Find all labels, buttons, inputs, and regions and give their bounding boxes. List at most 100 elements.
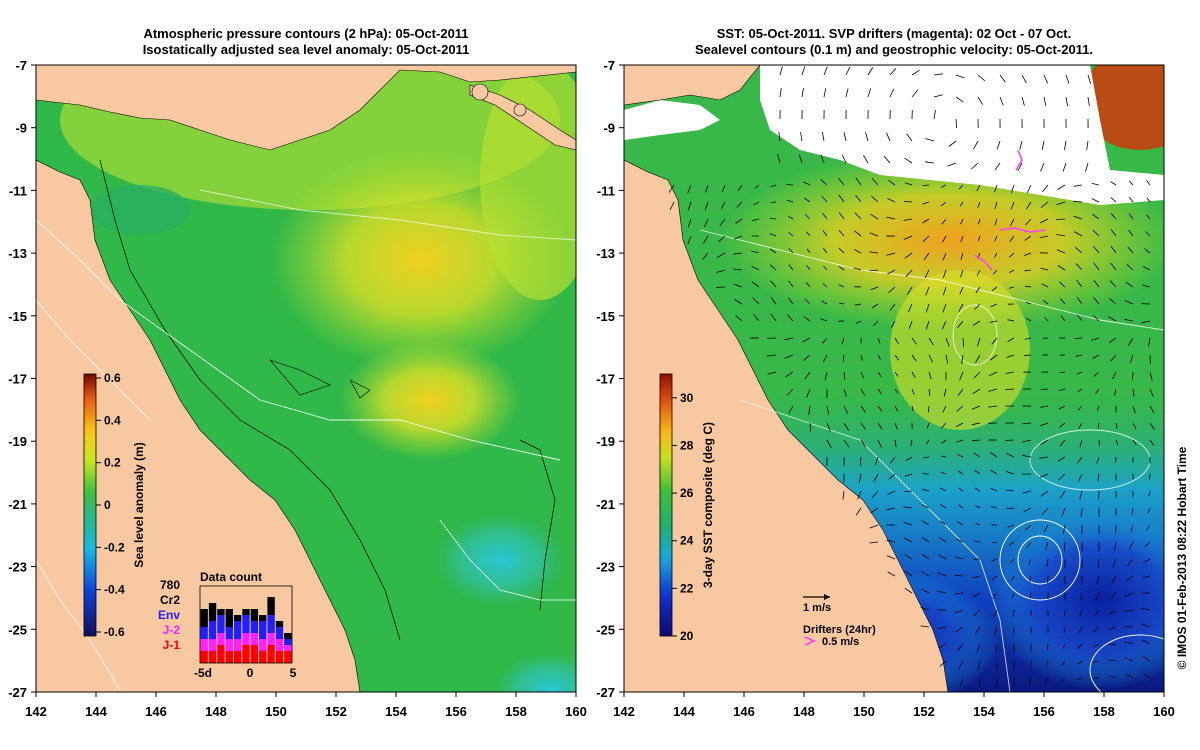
velocity-arrow	[1079, 490, 1083, 500]
right-axis-ticks: 142 144 146 148 150 152 154 156 158 160 -7 -9 -11 -13…	[596, 58, 1175, 719]
data-count-xtick-left: -5d	[194, 666, 212, 680]
histogram-bar-env	[208, 621, 217, 639]
velocity-arrow	[973, 609, 981, 617]
x-tick-label: 152	[325, 704, 347, 719]
velocity-arrow	[1085, 162, 1089, 172]
velocity-arrow	[841, 154, 847, 164]
velocity-arrow	[972, 388, 981, 395]
velocity-arrow	[1092, 660, 1100, 663]
velocity-arrow	[826, 405, 830, 415]
colorbar-tick-label: 0	[104, 498, 111, 512]
velocity-arrow	[904, 553, 913, 560]
velocity-arrow	[1086, 140, 1089, 150]
velocity-arrow	[993, 609, 998, 618]
velocity-arrow	[887, 490, 896, 496]
velocity-arrow	[821, 300, 828, 305]
velocity-arrow	[720, 201, 726, 210]
velocity-arrow	[1023, 507, 1032, 513]
velocity-arrow	[911, 69, 920, 76]
velocity-arrow	[894, 405, 899, 412]
velocity-arrow	[1129, 354, 1134, 364]
right-sealevel-contour	[1089, 634, 1164, 692]
velocity-arrow	[922, 201, 930, 205]
velocity-arrow	[903, 506, 913, 509]
x-tick-label: 148	[793, 704, 815, 719]
velocity-arrow	[973, 371, 981, 379]
velocity-arrow	[1141, 575, 1151, 579]
velocity-arrow	[886, 132, 891, 142]
velocity-arrow	[894, 354, 899, 361]
velocity-arrow	[871, 178, 879, 186]
y-tick-label: -19	[8, 434, 27, 449]
velocity-arrow	[753, 201, 760, 206]
right-map	[624, 65, 1164, 692]
velocity-arrow	[955, 96, 964, 103]
velocity-arrow	[1057, 184, 1066, 190]
velocity-arrow	[704, 218, 709, 228]
velocity-arrow	[990, 506, 998, 509]
histogram-bar-j-2	[200, 639, 208, 651]
x-tick-label: 142	[25, 704, 47, 719]
histogram-bar-cr2	[284, 633, 292, 639]
velocity-arrow	[855, 320, 862, 324]
x-tick-label: 154	[385, 704, 407, 719]
velocity-arrow	[922, 184, 930, 186]
colorbar-tick-label: 30	[680, 391, 694, 405]
velocity-arrow	[1093, 371, 1100, 377]
velocity-arrow	[1108, 337, 1117, 344]
velocity-arrow	[1077, 643, 1083, 649]
velocity-arrow	[904, 252, 913, 259]
velocity-arrow	[903, 521, 913, 526]
velocity-arrow	[1010, 558, 1015, 564]
velocity-arrow	[977, 235, 981, 242]
histogram-bar-env	[242, 615, 250, 633]
velocity-arrow	[1009, 269, 1015, 274]
velocity-arrow	[1115, 524, 1117, 534]
velocity-arrow	[947, 162, 957, 167]
velocity-arrow	[668, 184, 675, 193]
velocity-arrow	[1109, 592, 1117, 600]
x-tick-label: 154	[973, 704, 995, 719]
velocity-arrow	[991, 337, 998, 345]
velocity-arrow	[1024, 269, 1032, 272]
velocity-arrow	[860, 371, 865, 379]
velocity-arrow	[960, 218, 964, 225]
velocity-arrow	[1147, 507, 1151, 514]
velocity-arrow	[1005, 439, 1015, 441]
velocity-arrow	[1078, 473, 1083, 482]
velocity-arrow	[954, 592, 964, 595]
velocity-arrow	[923, 456, 930, 459]
velocity-arrow	[1092, 229, 1100, 237]
velocity-arrow	[1148, 337, 1151, 347]
velocity-arrow	[925, 303, 930, 313]
velocity-arrow	[869, 541, 879, 544]
velocity-arrow	[977, 96, 984, 105]
velocity-arrow	[886, 216, 896, 220]
velocity-arrow	[920, 606, 930, 611]
velocity-arrow	[920, 625, 930, 628]
velocity-arrow	[820, 179, 828, 186]
velocity-scale-arrowhead	[824, 594, 830, 600]
velocity-arrow	[921, 504, 930, 509]
velocity-arrow	[903, 537, 913, 543]
y-tick-label: -11	[9, 183, 27, 198]
velocity-arrow	[873, 320, 879, 326]
velocity-arrow	[867, 67, 874, 76]
histogram-bar-cr2	[267, 597, 275, 615]
velocity-arrow	[1149, 473, 1151, 480]
x-tick-label: 158	[1093, 704, 1115, 719]
velocity-arrow	[976, 269, 981, 277]
velocity-arrow	[1146, 197, 1151, 203]
histogram-bar-cr2	[208, 603, 217, 621]
velocity-arrow	[1055, 218, 1066, 220]
velocity-arrow	[1129, 180, 1134, 186]
velocity-arrow	[1108, 659, 1117, 662]
velocity-arrow	[1131, 371, 1134, 381]
velocity-arrow	[1061, 507, 1066, 517]
velocity-arrow	[1040, 162, 1045, 172]
velocity-arrow	[990, 487, 998, 492]
velocity-arrow	[991, 558, 998, 562]
velocity-arrow	[1093, 262, 1100, 271]
velocity-arrow	[894, 422, 898, 430]
velocity-arrow	[903, 201, 913, 203]
